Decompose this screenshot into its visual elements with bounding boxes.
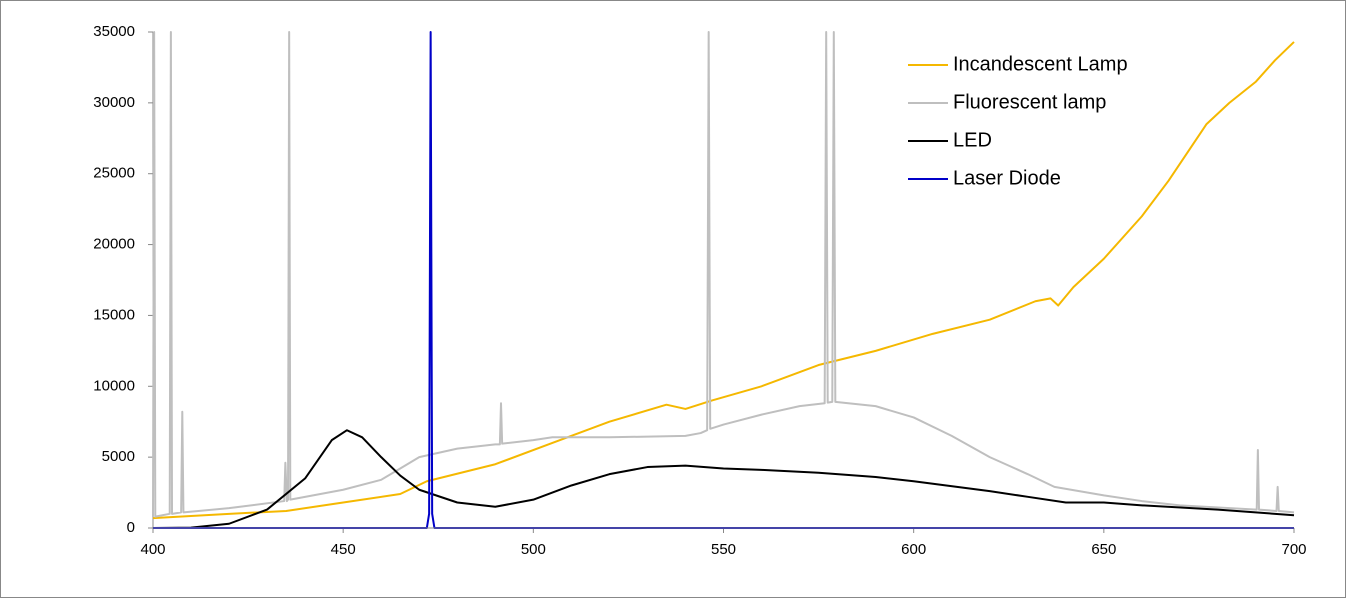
x-tick-label: 550 bbox=[711, 541, 736, 558]
legend-label: Laser Diode bbox=[953, 167, 1061, 189]
y-tick-label: 15000 bbox=[93, 306, 135, 323]
legend-label: Fluorescent lamp bbox=[953, 91, 1106, 113]
y-tick-label: 5000 bbox=[102, 448, 135, 465]
series-line bbox=[152, 429, 1295, 529]
y-tick-label: 35000 bbox=[93, 23, 135, 40]
series-line bbox=[152, 31, 1295, 518]
y-tick-label: 25000 bbox=[93, 165, 135, 182]
x-tick-label: 500 bbox=[521, 541, 546, 558]
y-tick-label: 10000 bbox=[93, 377, 135, 394]
legend-label: Incandescent Lamp bbox=[953, 53, 1128, 75]
y-tick-label: 30000 bbox=[93, 94, 135, 111]
x-tick-label: 700 bbox=[1281, 541, 1306, 558]
series-line bbox=[152, 41, 1295, 520]
y-tick-label: 0 bbox=[127, 519, 135, 536]
x-tick-label: 400 bbox=[140, 541, 165, 558]
legend-label: LED bbox=[953, 129, 992, 151]
y-tick-label: 20000 bbox=[93, 236, 135, 253]
x-tick-label: 650 bbox=[1091, 541, 1116, 558]
x-tick-label: 450 bbox=[331, 541, 356, 558]
x-tick-label: 600 bbox=[901, 541, 926, 558]
